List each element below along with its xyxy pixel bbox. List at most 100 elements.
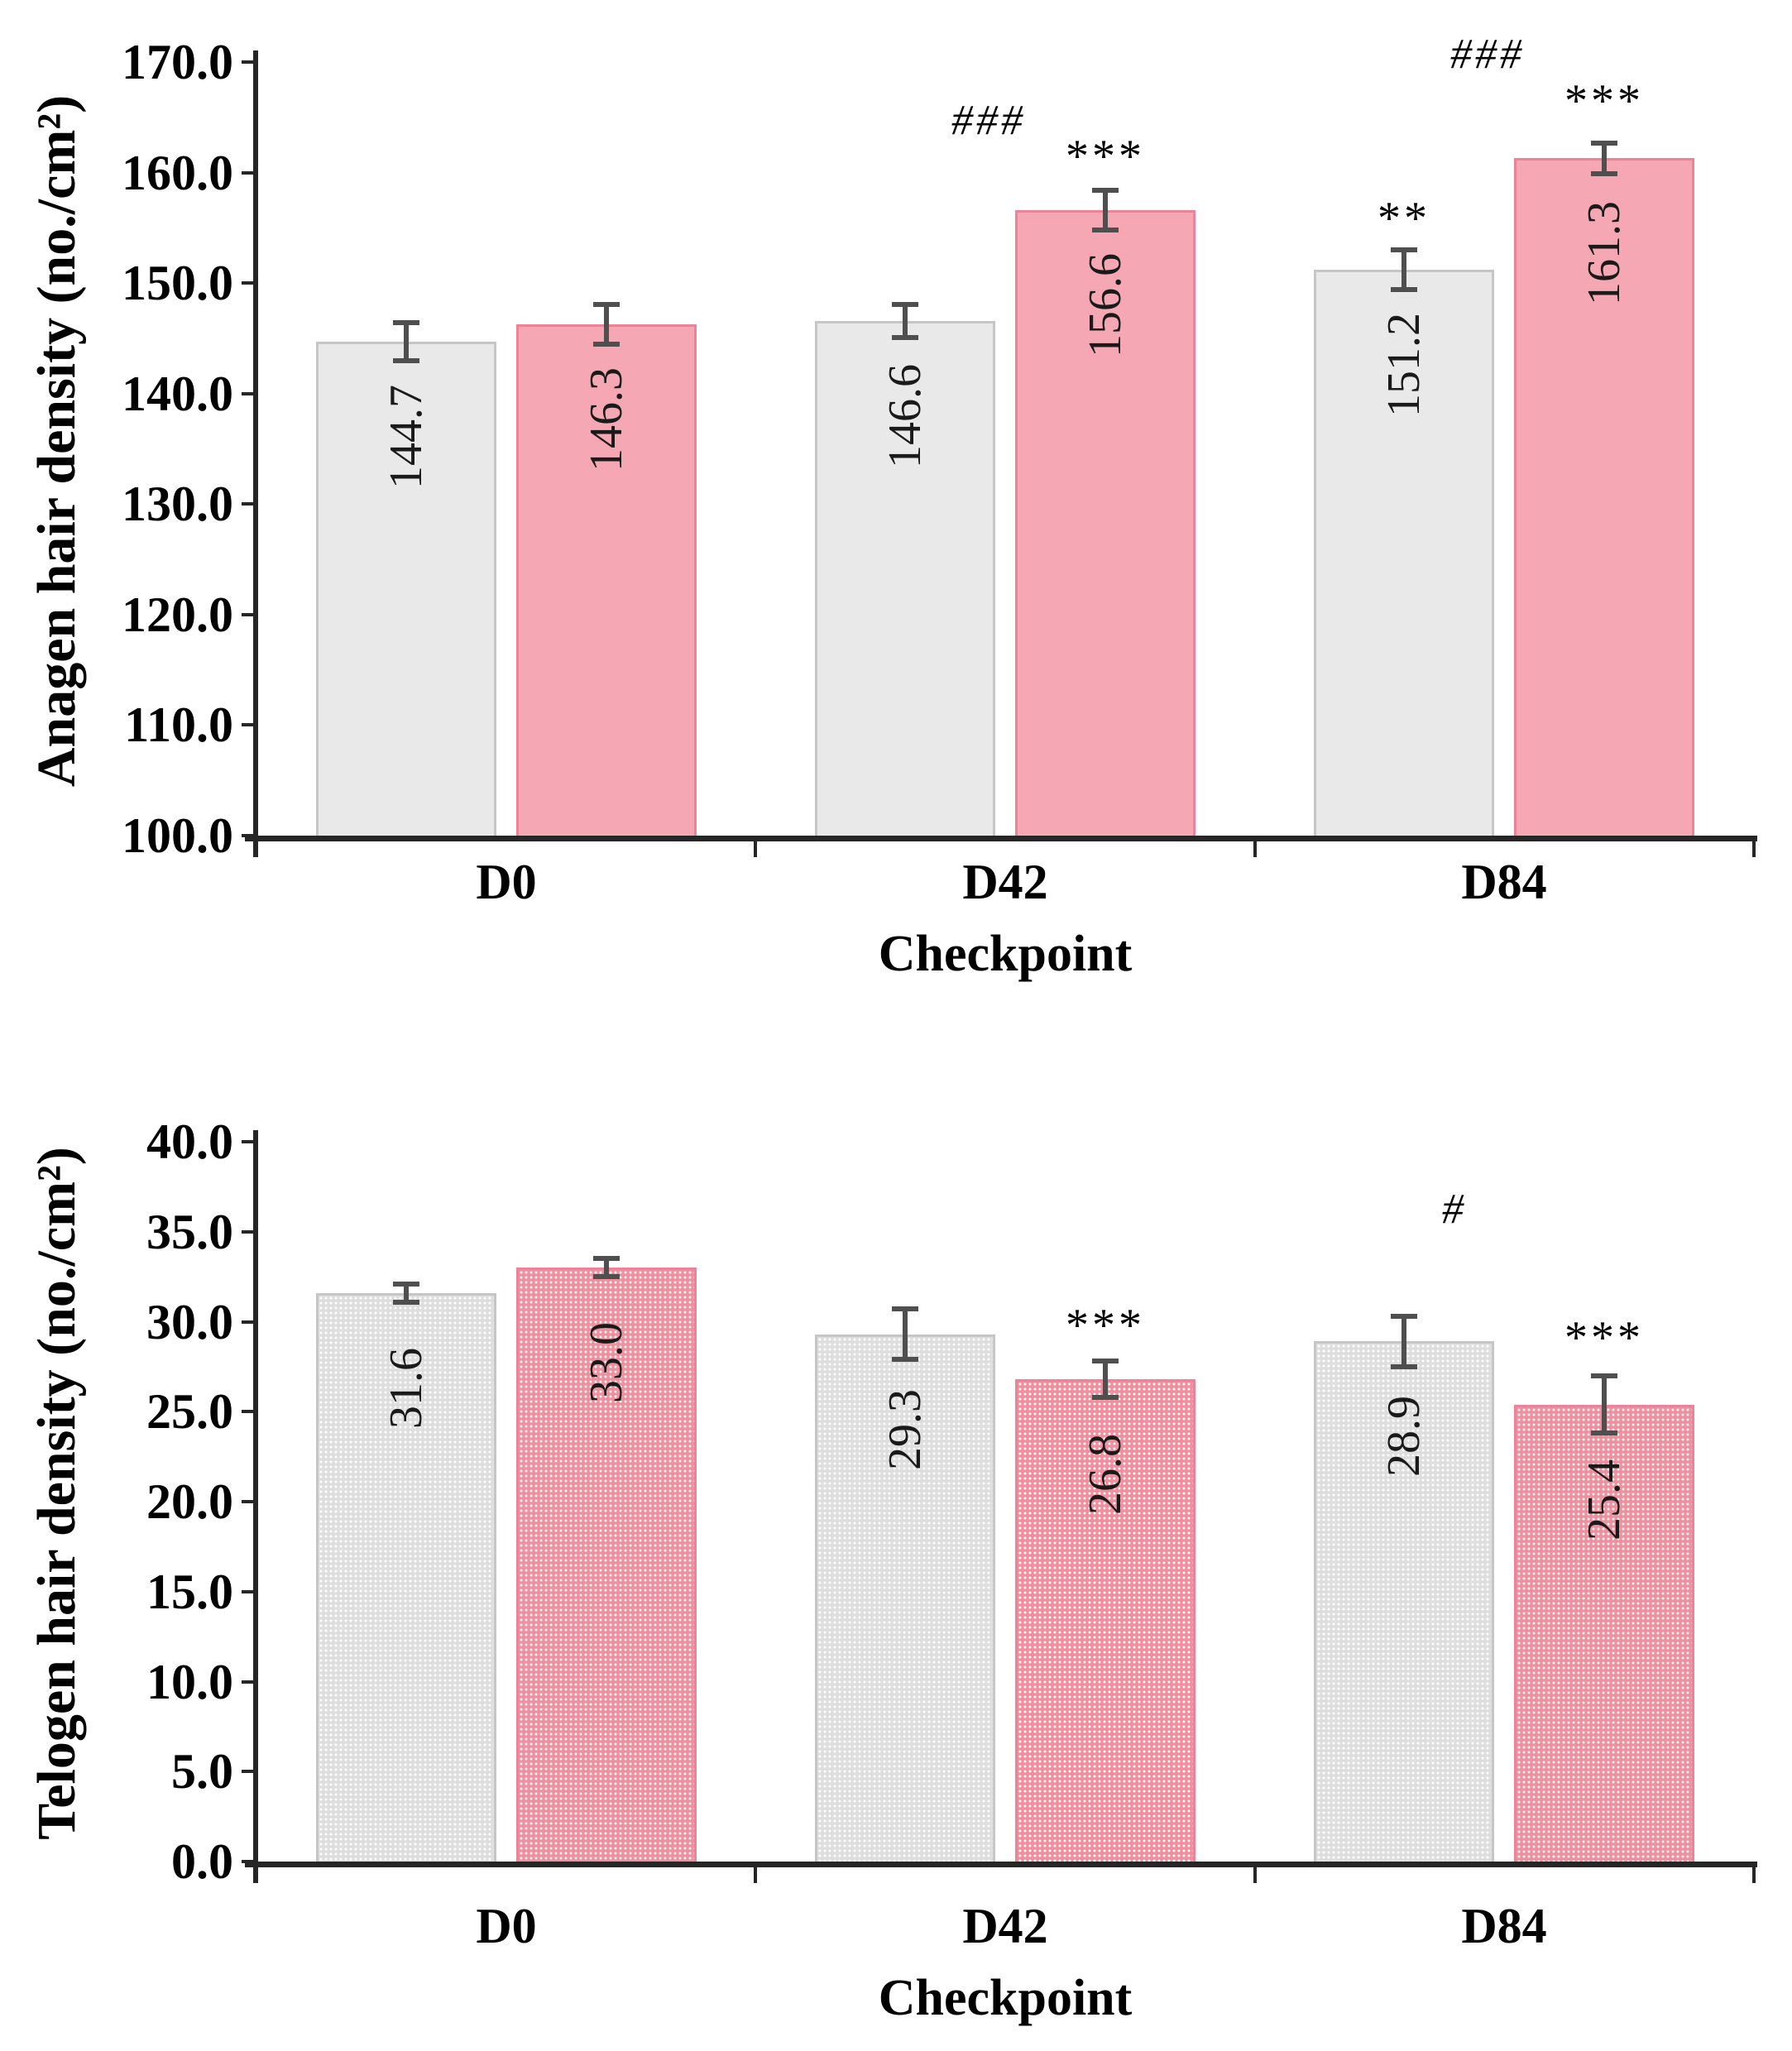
- bar-value-label: 28.9: [1321, 1354, 1487, 1519]
- error-bar-cap-bottom: [1591, 171, 1617, 176]
- error-bar-cap-top: [393, 320, 419, 325]
- y-tick: [242, 1140, 256, 1143]
- error-bar-cap-top: [892, 302, 918, 307]
- bar-d84-gray: [1314, 270, 1494, 836]
- x-axis-title: Checkpoint: [878, 1970, 1133, 2026]
- bar-d84-pink: [1514, 158, 1694, 836]
- x-category-label: D0: [476, 855, 537, 909]
- sig-hash-annotation: #: [1442, 1186, 1467, 1233]
- bar-value-label: 26.8: [1023, 1392, 1188, 1557]
- error-bar-line: [404, 323, 409, 360]
- x-axis-tick: [754, 1862, 757, 1883]
- bar-d0-gray: [316, 1293, 496, 1862]
- y-tick: [242, 171, 256, 175]
- error-bar-cap-bottom: [892, 1357, 918, 1362]
- y-tick-label: 0.0: [171, 1834, 233, 1889]
- x-axis-tick: [1752, 836, 1756, 857]
- error-bar-line: [903, 1309, 908, 1359]
- error-bar-cap-top: [892, 1306, 918, 1311]
- error-bar-line: [604, 304, 609, 344]
- y-tick: [242, 1590, 256, 1593]
- x-axis-title: Checkpoint: [878, 926, 1133, 982]
- bar-value-text: 29.3: [879, 1389, 931, 1470]
- bar-value-label: 29.3: [822, 1347, 988, 1512]
- error-bar-cap-top: [1092, 188, 1119, 193]
- error-bar-cap-top: [1092, 1359, 1119, 1363]
- error-bar-line: [1602, 1376, 1607, 1434]
- bar-d0-pink: [516, 324, 697, 836]
- x-axis-line: [245, 836, 1757, 841]
- error-bar-cap-top: [593, 1256, 620, 1261]
- x-axis-tick: [754, 836, 757, 857]
- x-category-label: D84: [1461, 1899, 1547, 1953]
- error-bar-cap-bottom: [393, 1300, 419, 1305]
- bar-value-text: 25.4: [1579, 1459, 1630, 1541]
- bar-d84-gray: [1314, 1341, 1494, 1862]
- bar-d42-gray: [815, 321, 995, 836]
- bar-value-label: 31.6: [323, 1306, 489, 1471]
- error-bar-line: [1103, 1361, 1108, 1397]
- error-bar-cap-bottom: [1591, 1430, 1617, 1435]
- bar-d42-pink: [1015, 210, 1195, 836]
- sig-hash-annotation: ###: [951, 97, 1026, 144]
- error-bar-cap-top: [1391, 247, 1417, 252]
- error-bar-cap-bottom: [1092, 1395, 1119, 1400]
- y-tick-label: 130.0: [122, 477, 233, 531]
- sig-star-annotation: ***: [1066, 131, 1145, 182]
- sig-star-annotation: ***: [1564, 75, 1644, 127]
- error-bar-cap-top: [1391, 1314, 1417, 1319]
- error-bar-line: [1401, 1316, 1406, 1367]
- bar-value-text: 26.8: [1080, 1434, 1131, 1515]
- sig-star-annotation: ***: [1564, 1312, 1644, 1363]
- y-tick: [242, 1410, 256, 1413]
- error-bar-cap-top: [1591, 1373, 1617, 1378]
- sig-hash-annotation: ###: [1450, 31, 1525, 78]
- error-bar-line: [1103, 190, 1108, 230]
- y-tick: [242, 1680, 256, 1684]
- y-tick: [242, 281, 256, 285]
- bar-value-text: 31.6: [381, 1348, 432, 1429]
- y-tick-label: 20.0: [146, 1474, 233, 1529]
- error-bar-cap-bottom: [1391, 1364, 1417, 1369]
- x-axis-line: [245, 1862, 1757, 1867]
- y-tick: [242, 1770, 256, 1773]
- x-category-label: D42: [962, 1899, 1048, 1953]
- sig-star-annotation: **: [1378, 193, 1430, 244]
- bar-d42-pink: [1015, 1379, 1195, 1862]
- error-bar-cap-bottom: [1092, 228, 1119, 232]
- y-tick-label: 100.0: [122, 808, 233, 863]
- error-bar-cap-bottom: [892, 335, 918, 340]
- x-category-label: D42: [962, 855, 1048, 909]
- error-bar-line: [1602, 143, 1607, 174]
- y-tick-label: 5.0: [171, 1744, 233, 1799]
- y-tick-label: 160.0: [122, 146, 233, 200]
- bar-value-label: 25.4: [1521, 1417, 1687, 1583]
- bar-value-label: 33.0: [524, 1280, 689, 1445]
- error-bar-cap-bottom: [593, 342, 620, 347]
- x-axis-tick: [255, 836, 258, 857]
- y-tick: [242, 1500, 256, 1503]
- y-tick: [242, 60, 256, 64]
- y-tick: [242, 502, 256, 506]
- bar-d0-gray: [316, 342, 496, 836]
- bar-d0-pink: [516, 1267, 697, 1862]
- y-tick-label: 120.0: [122, 587, 233, 642]
- error-bar-line: [404, 1284, 409, 1302]
- y-tick: [242, 1230, 256, 1234]
- error-bar-cap-bottom: [593, 1274, 620, 1279]
- y-tick: [242, 613, 256, 616]
- y-tick-label: 35.0: [146, 1205, 233, 1259]
- y-tick: [242, 723, 256, 726]
- y-axis-line: [253, 50, 258, 857]
- x-axis-tick: [255, 1862, 258, 1883]
- x-axis-tick: [1752, 1862, 1756, 1883]
- y-tick-label: 15.0: [146, 1565, 233, 1619]
- y-tick: [242, 392, 256, 395]
- y-tick: [242, 1320, 256, 1324]
- sig-star-annotation: ***: [1066, 1300, 1145, 1351]
- y-tick-label: 25.0: [146, 1384, 233, 1439]
- error-bar-line: [604, 1258, 609, 1277]
